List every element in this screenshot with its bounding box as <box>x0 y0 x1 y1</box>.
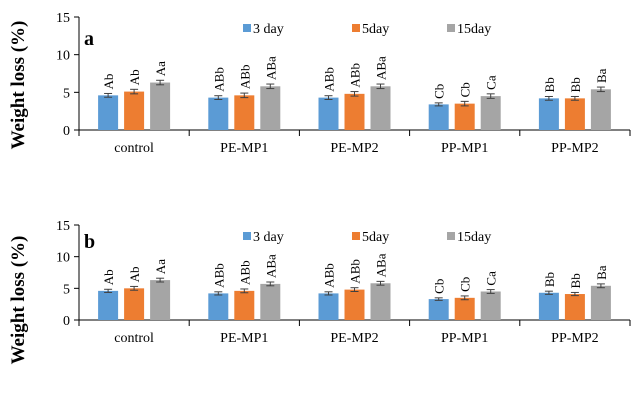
bar-15day-PE-MP1 <box>260 86 281 130</box>
data-label: Cb <box>432 84 447 99</box>
bar-5day-PE-MP2 <box>344 289 365 320</box>
bar-3day-PP-MP1 <box>428 104 449 130</box>
bar-3day-control <box>98 290 119 320</box>
bar-15day-PP-MP1 <box>480 96 501 130</box>
bar-5day-PE-MP2 <box>344 93 365 130</box>
data-label: ABb <box>211 263 226 288</box>
legend-item: 3 day <box>253 22 284 37</box>
y-tick-label: 15 <box>56 219 70 234</box>
data-label: Ab <box>127 69 142 85</box>
bar-3day-PE-MP1 <box>208 97 229 130</box>
y-tick-label: 0 <box>63 314 70 329</box>
data-label: ABb <box>237 65 252 90</box>
legend-item: 5day <box>362 22 389 37</box>
data-label: Ab <box>101 269 116 285</box>
data-label: Bb <box>542 272 557 287</box>
data-label: Ca <box>484 75 499 90</box>
data-label: ABb <box>348 259 363 284</box>
legend-item: 15day <box>457 230 491 245</box>
y-tick-label: 15 <box>56 11 70 26</box>
data-label: ABa <box>263 254 278 278</box>
bar-5day-control <box>124 288 145 320</box>
x-tick-label: PE-MP2 <box>330 141 378 156</box>
bar-5day-control <box>124 91 145 130</box>
data-label: Ba <box>594 265 609 280</box>
panel-letter: a <box>84 28 94 50</box>
y-tick-label: 0 <box>63 124 70 139</box>
y-axis-label: Weight loss (%) <box>8 21 29 150</box>
data-label: ABa <box>374 253 389 277</box>
bar-3day-control <box>98 95 119 130</box>
bar-15day-PE-MP2 <box>370 283 391 320</box>
bar-3day-PE-MP1 <box>208 293 229 320</box>
bar-5day-PE-MP1 <box>234 290 255 320</box>
x-tick-label: PE-MP2 <box>330 331 378 346</box>
data-label: Bb <box>568 77 583 92</box>
x-tick-label: PP-MP2 <box>551 331 598 346</box>
y-axis-label: Weight loss (%) <box>8 236 29 365</box>
data-label: ABb <box>322 263 337 288</box>
x-tick-label: PE-MP1 <box>220 331 268 346</box>
data-label: ABb <box>211 67 226 92</box>
data-label: ABb <box>322 67 337 92</box>
data-label: Cb <box>458 82 473 97</box>
bar-15day-PP-MP2 <box>590 285 611 320</box>
bar-5day-PP-MP2 <box>564 98 585 130</box>
x-tick-label: PP-MP2 <box>551 141 598 156</box>
bar-3day-PE-MP2 <box>318 97 339 130</box>
legend-item: 15day <box>457 22 491 37</box>
bar-5day-PE-MP1 <box>234 95 255 130</box>
data-label: Bb <box>568 273 583 288</box>
legend-swatch <box>243 232 251 240</box>
data-label: ABa <box>374 56 389 80</box>
bar-15day-PP-MP2 <box>590 89 611 130</box>
x-tick-label: PP-MP1 <box>441 331 488 346</box>
x-tick-label: PE-MP1 <box>220 141 268 156</box>
data-label: ABb <box>348 63 363 88</box>
x-tick-label: PP-MP1 <box>441 141 488 156</box>
legend-swatch <box>243 24 251 32</box>
bar-5day-PP-MP1 <box>454 297 475 320</box>
bar-15day-PE-MP2 <box>370 86 391 130</box>
y-tick-label: 10 <box>56 49 70 64</box>
legend-swatch <box>352 24 360 32</box>
bar-3day-PP-MP2 <box>538 292 559 320</box>
chart-panel-a: 0 5 10 15 Weight loss (%) a Ab ABb ABb Cb Bb Ab ABb A… <box>8 11 631 156</box>
legend-swatch <box>447 24 455 32</box>
data-label: Cb <box>432 279 447 294</box>
data-label: Cb <box>458 277 473 292</box>
panel-letter: b <box>84 231 95 253</box>
bar-3day-PP-MP1 <box>428 299 449 320</box>
chart-panel-b: 0 5 10 15 Weight loss (%) b Ab ABb ABb Cb Bb Ab ABb A… <box>8 219 631 365</box>
bar-15day-PE-MP1 <box>260 283 281 320</box>
bar-3day-PP-MP2 <box>538 98 559 130</box>
bar-5day-PP-MP2 <box>564 294 585 320</box>
bar-3day-PE-MP2 <box>318 293 339 320</box>
legend-swatch <box>447 232 455 240</box>
data-label: Ba <box>594 68 609 83</box>
legend-swatch <box>352 232 360 240</box>
bar-15day-PP-MP1 <box>480 291 501 320</box>
x-tick-label: control <box>114 331 154 346</box>
data-label: Aa <box>153 259 168 274</box>
data-label: Ab <box>127 267 142 283</box>
data-label: Ca <box>484 271 499 286</box>
legend-item: 3 day <box>253 230 284 245</box>
bar-15day-control <box>150 280 171 320</box>
data-label: ABa <box>263 56 278 80</box>
y-tick-label: 5 <box>63 282 70 297</box>
data-label: Aa <box>153 61 168 76</box>
data-label: Ab <box>101 74 116 90</box>
legend-item: 5day <box>362 230 389 245</box>
y-tick-label: 10 <box>56 251 70 266</box>
y-tick-label: 5 <box>63 86 70 101</box>
data-label: Bb <box>542 77 557 92</box>
bar-15day-control <box>150 82 171 130</box>
data-label: ABb <box>237 260 252 285</box>
x-tick-label: control <box>114 141 154 156</box>
bar-5day-PP-MP1 <box>454 103 475 130</box>
